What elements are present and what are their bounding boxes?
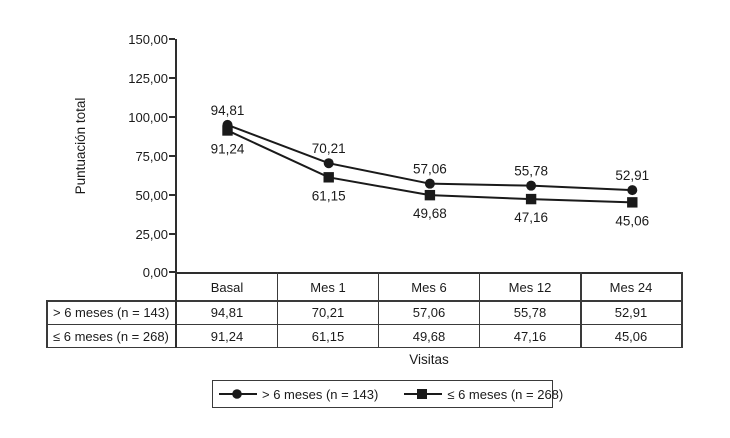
data-point-label: 52,91	[615, 168, 649, 183]
table-cell: 52,91	[614, 305, 648, 320]
y-tick-mark	[169, 271, 175, 273]
table-header-mes6: Mes 6	[411, 280, 447, 295]
legend-label: ≤ 6 meses (n = 268)	[447, 386, 564, 402]
table-header-mes12: Mes 12	[508, 280, 552, 295]
data-point-circle	[424, 178, 435, 189]
data-point-circle	[323, 158, 334, 169]
table-line	[580, 272, 582, 348]
y-tick-mark	[169, 77, 175, 79]
data-point-label: 45,06	[615, 213, 649, 228]
table-cell: 49,68	[412, 328, 446, 344]
table-cell: 70,21	[311, 305, 345, 320]
legend-item-mayor-6-meses: > 6 meses (n = 143)	[218, 387, 378, 402]
table-cell: 94,81	[210, 305, 244, 320]
data-point-square	[222, 125, 233, 136]
y-tick-label: 125,00	[128, 71, 168, 86]
table-line	[175, 272, 177, 348]
data-point-label: 49,68	[413, 206, 447, 221]
data-point-circle	[627, 185, 638, 196]
legend-item-menor-6-meses: ≤ 6 meses (n = 268)	[403, 387, 563, 402]
table-cell: 47,16	[513, 328, 547, 344]
data-point-square	[627, 197, 638, 208]
legend-square-marker-icon	[404, 389, 443, 399]
y-tick-label: 150,00	[128, 32, 168, 47]
table-row-label: > 6 meses (n = 143)	[53, 305, 170, 320]
y-tick-label: 50,00	[135, 188, 168, 203]
y-tick-label: 100,00	[128, 110, 168, 125]
data-point-circle	[526, 180, 537, 191]
y-axis-line	[175, 39, 177, 274]
table-cell: 45,06	[614, 328, 648, 344]
legend-box: > 6 meses (n = 143) ≤ 6 meses (n = 268)	[212, 380, 563, 408]
table-line	[46, 300, 48, 348]
x-axis-line	[175, 272, 683, 274]
table-cell: 91,24	[210, 328, 244, 344]
data-point-label: 55,78	[514, 164, 548, 179]
table-line	[478, 272, 481, 348]
y-tick-mark	[169, 116, 175, 118]
table-cell: 57,06	[412, 305, 446, 320]
y-tick-label: 75,00	[135, 149, 168, 164]
y-tick-mark	[169, 155, 175, 157]
data-point-label: 94,81	[211, 103, 245, 118]
y-tick-label: 0,00	[142, 265, 168, 280]
y-tick-label: 25,00	[135, 227, 168, 242]
table-line	[46, 300, 683, 302]
data-point-label: 57,06	[413, 162, 447, 177]
data-point-square	[323, 172, 334, 183]
y-tick-mark	[169, 233, 175, 235]
y-tick-mark	[169, 194, 175, 196]
table-header-mes1: Mes 1	[310, 280, 346, 295]
table-line	[377, 272, 380, 348]
table-line	[46, 323, 683, 326]
y-tick-mark	[169, 38, 175, 40]
table-line	[46, 346, 683, 349]
table-row-label: ≤ 6 meses (n = 268)	[53, 328, 169, 344]
table-line	[276, 272, 279, 348]
table-line	[681, 272, 683, 348]
table-cell: 61,15	[311, 328, 345, 344]
data-point-label: 70,21	[312, 141, 346, 156]
data-point-square	[525, 193, 537, 205]
x-axis-title: Visitas	[409, 352, 449, 367]
data-point-label: 91,24	[211, 141, 245, 156]
legend-circle-marker-icon	[219, 389, 257, 399]
data-point-square	[424, 189, 436, 201]
table-cell: 55,78	[513, 305, 547, 320]
table-header-basal: Basal	[210, 280, 244, 295]
legend-label: > 6 meses (n = 143)	[262, 386, 379, 402]
data-point-label: 61,15	[312, 188, 346, 203]
data-point-label: 47,16	[514, 210, 548, 225]
table-header-mes24: Mes 24	[609, 280, 653, 295]
